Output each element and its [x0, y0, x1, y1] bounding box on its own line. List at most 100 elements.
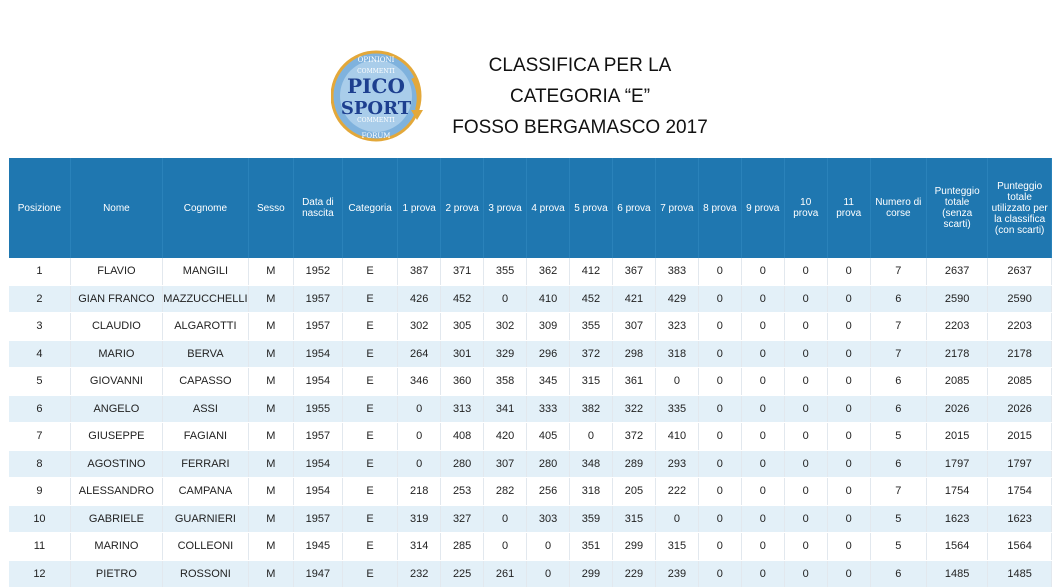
table-cell: 309: [526, 312, 570, 341]
table-cell: 1954: [293, 450, 343, 478]
table-cell: 1564: [987, 532, 1052, 561]
table-cell: 410: [655, 422, 699, 451]
table-cell: 5: [870, 422, 927, 451]
table-cell: 11: [9, 532, 71, 561]
table-cell: 1754: [926, 477, 989, 506]
table-cell: M: [248, 258, 294, 286]
table-cell: 1485: [926, 560, 989, 588]
column-header: 10 prova: [784, 158, 828, 258]
table-cell: 355: [483, 258, 528, 286]
table-row: 8 AGOSTINO FERRARI M 1954 E 0 280 307 280 348 289 29…: [9, 450, 1052, 478]
table-cell: MAZZUCCHELLI: [162, 285, 249, 313]
table-cell: E: [342, 532, 399, 561]
table-cell: 299: [612, 532, 656, 561]
table-cell: 0: [827, 450, 871, 478]
table-cell: 1754: [987, 477, 1052, 506]
table-cell: M: [248, 395, 294, 423]
table-cell: 2203: [987, 312, 1052, 341]
table-cell: 298: [612, 340, 656, 368]
column-header: 9 prova: [741, 158, 785, 258]
table-cell: M: [248, 532, 294, 561]
table-cell: 0: [741, 477, 785, 506]
table-cell: 0: [698, 560, 742, 588]
table-cell: 253: [440, 477, 485, 506]
table-cell: 0: [698, 340, 742, 368]
table-cell: 345: [526, 367, 570, 396]
table-cell: 323: [655, 312, 699, 341]
table-cell: M: [248, 285, 294, 313]
table-cell: 0: [784, 477, 828, 506]
table-cell: 0: [483, 285, 528, 313]
table-cell: 0: [784, 450, 828, 478]
table-cell: 358: [483, 367, 528, 396]
table-cell: 6: [870, 395, 927, 423]
table-cell: 351: [569, 532, 613, 561]
table-cell: 319: [397, 505, 442, 533]
table-cell: 2085: [926, 367, 989, 396]
table-cell: 420: [483, 422, 528, 451]
table-cell: E: [342, 395, 399, 423]
table-cell: E: [342, 505, 399, 533]
table-cell: 0: [741, 450, 785, 478]
table-cell: 6: [870, 367, 927, 396]
table-cell: 322: [612, 395, 656, 423]
table-cell: 6: [870, 285, 927, 313]
table-cell: 0: [784, 395, 828, 423]
table-cell: 452: [569, 285, 613, 313]
table-cell: 1797: [987, 450, 1052, 478]
table-cell: 307: [483, 450, 528, 478]
table-cell: 346: [397, 367, 442, 396]
table-cell: 315: [569, 367, 613, 396]
table-cell: 383: [655, 258, 699, 286]
page-title: CLASSIFICA PER LA CATEGORIA “E” FOSSO BE…: [420, 50, 740, 143]
table-cell: 2178: [987, 340, 1052, 368]
table-cell: 318: [569, 477, 613, 506]
table-cell: 372: [569, 340, 613, 368]
table-cell: M: [248, 505, 294, 533]
table-cell: 410: [526, 285, 570, 313]
table-cell: 371: [440, 258, 485, 286]
table-cell: 372: [612, 422, 656, 451]
table-cell: MARIO: [70, 340, 163, 368]
table-cell: 405: [526, 422, 570, 451]
table-cell: 0: [698, 450, 742, 478]
table-cell: 1485: [987, 560, 1052, 588]
table-cell: 421: [612, 285, 656, 313]
table-cell: 2026: [926, 395, 989, 423]
pico-sport-logo: OPINIONI FORUM COMMENTI COMMENTI PICO SP…: [331, 50, 423, 142]
table-cell: ALESSANDRO: [70, 477, 163, 506]
table-cell: 2026: [987, 395, 1052, 423]
table-cell: ASSI: [162, 395, 249, 423]
logo-ring-left: COMMENTI: [357, 68, 395, 75]
table-cell: 289: [612, 450, 656, 478]
table-header: Posizione Nome Cognome Sesso Data di nascita…: [9, 158, 1052, 258]
column-header: 1 prova: [397, 158, 442, 258]
table-cell: 2637: [926, 258, 989, 286]
table-cell: 1797: [926, 450, 989, 478]
table-cell: 0: [827, 422, 871, 451]
table-cell: 452: [440, 285, 485, 313]
table-cell: 293: [655, 450, 699, 478]
table-cell: CLAUDIO: [70, 312, 163, 341]
table-cell: 0: [741, 505, 785, 533]
table-cell: 7: [870, 258, 927, 286]
table-cell: 0: [698, 258, 742, 286]
table-cell: 314: [397, 532, 442, 561]
table-cell: 6: [870, 560, 927, 588]
table-cell: AGOSTINO: [70, 450, 163, 478]
table-cell: 0: [784, 285, 828, 313]
table-cell: 2637: [987, 258, 1052, 286]
table-row: 1 FLAVIO MANGILI M 1952 E 387 371 355 362 412 367 38…: [9, 258, 1052, 286]
table-cell: 1955: [293, 395, 343, 423]
table-cell: 2178: [926, 340, 989, 368]
table-row: 6 ANGELO ASSI M 1955 E 0 313 341 333 382 322 335 0 0 0 0…: [9, 395, 1052, 423]
table-cell: 5: [9, 367, 71, 396]
table-cell: 0: [784, 422, 828, 451]
column-header: 6 prova: [612, 158, 656, 258]
table-cell: FAGIANI: [162, 422, 249, 451]
table-cell: 296: [526, 340, 570, 368]
column-header: Data di nascita: [293, 158, 343, 258]
table-cell: 362: [526, 258, 570, 286]
table-cell: 2590: [987, 285, 1052, 313]
table-cell: 6: [870, 450, 927, 478]
